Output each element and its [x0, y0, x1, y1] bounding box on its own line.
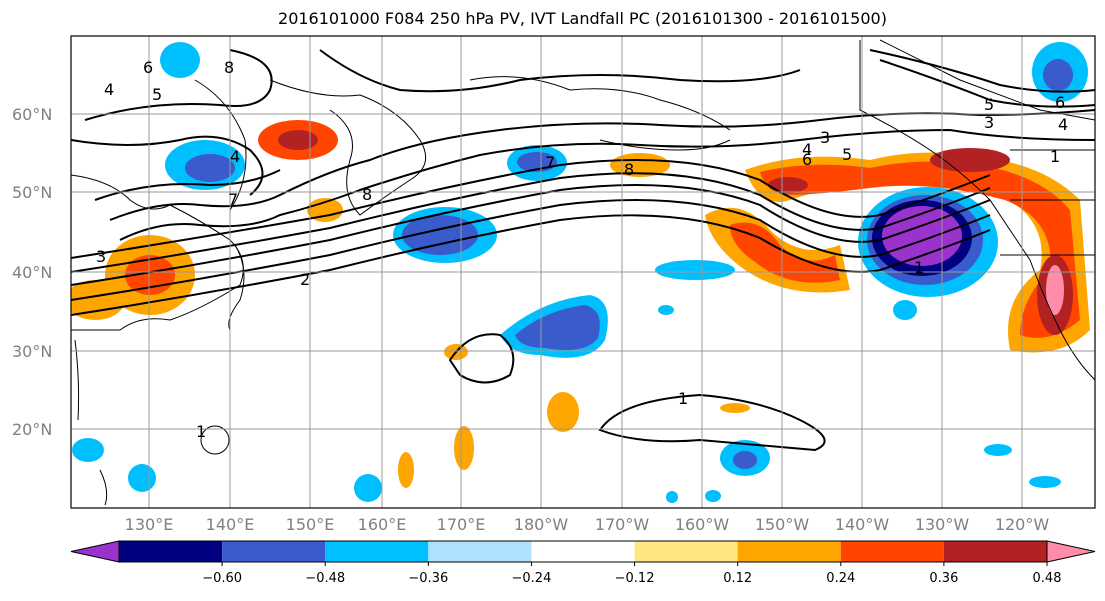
lon-label: 160°W: [675, 515, 730, 534]
negative-anomaly-blob: [733, 451, 757, 469]
negative-anomaly-blob: [515, 305, 600, 351]
colorbar-segment: [428, 541, 532, 562]
negative-anomaly-blob: [72, 438, 104, 462]
colorbar-segment: [325, 541, 429, 562]
lon-label: 150°W: [755, 515, 810, 534]
colorbar-tick-label: −0.12: [615, 571, 655, 586]
contour-label: 1: [196, 422, 206, 441]
negative-anomaly-blob: [1029, 476, 1061, 488]
colorbar-tick-label: 0.36: [929, 571, 958, 586]
contour-label: 6: [802, 150, 812, 169]
colorbar-tick-label: −0.24: [512, 571, 552, 586]
positive-anomaly-blob: [398, 452, 414, 488]
positive-anomaly-core: [768, 177, 808, 193]
lon-label: 130°E: [125, 515, 174, 534]
lon-label: 170°E: [437, 515, 486, 534]
negative-anomaly-blob: [185, 154, 235, 182]
contour-label: 7: [545, 153, 555, 172]
negative-anomaly-blob: [655, 260, 735, 280]
coastlines: [71, 39, 1095, 506]
colorbar-segment: [531, 541, 635, 562]
lon-label: 150°E: [286, 515, 335, 534]
contour-label: 4: [104, 80, 114, 99]
negative-anomaly-blob: [984, 444, 1012, 456]
negative-anomaly-blob: [893, 300, 917, 320]
positive-anomaly-blob: [610, 153, 670, 177]
lat-label: 20°N: [12, 420, 52, 439]
colorbar-tick-label: 0.48: [1033, 571, 1062, 586]
contour-label: 4: [230, 147, 240, 166]
contour-label: 8: [624, 160, 634, 179]
negative-anomaly-blob: [705, 490, 721, 502]
positive-anomaly-core: [1046, 265, 1064, 315]
positive-anomaly-blob: [278, 130, 318, 150]
lat-label: 40°N: [12, 263, 52, 282]
colorbar-segment: [222, 541, 326, 562]
lon-label: 120°W: [995, 515, 1050, 534]
positive-anomaly-blob: [547, 392, 579, 432]
map-panel: 4 5 6 8 7 8 4 2 3 4 3 6 5 8 7 1 5 3 4 1 …: [71, 36, 1095, 508]
colorbar-segment: [943, 541, 1047, 562]
colorbar-tick-label: 0.24: [826, 571, 855, 586]
colorbar-tick-label: −0.60: [202, 571, 242, 586]
negative-anomaly-blob: [128, 464, 156, 492]
colorbar-segment: [840, 541, 944, 562]
contour-label: 1: [1050, 147, 1060, 166]
contour-label: 3: [984, 113, 994, 132]
pv-contours: [71, 49, 1095, 452]
lat-label: 60°N: [12, 105, 52, 124]
contour-label: 5: [984, 95, 994, 114]
lon-label: 160°E: [358, 515, 407, 534]
contour-label: 6: [1055, 93, 1065, 112]
negative-anomaly-blob: [354, 474, 382, 502]
colorbar-tick-label: 0.12: [723, 571, 752, 586]
colorbar-segment: [634, 541, 738, 562]
negative-anomaly-blob: [658, 305, 674, 315]
colorbar-tick-label: −0.48: [305, 571, 345, 586]
lon-label: 130°W: [915, 515, 970, 534]
contour-label: 3: [96, 247, 106, 266]
contour-label: 7: [228, 190, 238, 209]
graticule: [71, 36, 1095, 508]
contour-label: 5: [842, 145, 852, 164]
contour-label: 1: [678, 389, 688, 408]
colorbar-extension-high: [1046, 540, 1096, 563]
colorbar-tick-label: −0.36: [408, 571, 448, 586]
contour-label: 4: [802, 140, 812, 159]
positive-anomaly-blob: [71, 280, 125, 320]
lon-label: 140°W: [835, 515, 890, 534]
contour-label: 8: [224, 58, 234, 77]
contour-label: 3: [820, 128, 830, 147]
lat-label: 50°N: [12, 183, 52, 202]
contour-label: 5: [152, 85, 162, 104]
map-frame: [70, 35, 1096, 509]
positive-anomaly-core: [930, 148, 1010, 172]
longitude-labels: 130°E 140°E 150°E 160°E 170°E 180°W 170°…: [125, 515, 1050, 534]
negative-anomaly-blob: [160, 42, 200, 78]
contour-label: 6: [143, 58, 153, 77]
colorbar-outline: [118, 540, 1048, 563]
contour-label: 8: [362, 185, 372, 204]
colorbar-extension-low: [70, 540, 120, 563]
negative-anomaly-blob: [1043, 59, 1073, 91]
colorbar: −0.60 −0.48 −0.36 −0.24 −0.12 0.12 0.24 0.36 0.4…: [70, 540, 1096, 586]
colorbar-segment: [119, 541, 223, 562]
contour-label: 2: [300, 270, 310, 289]
lon-label: 170°W: [595, 515, 650, 534]
contour-label: 4: [1058, 115, 1068, 134]
lon-label: 180°W: [514, 515, 569, 534]
colorbar-segment: [737, 541, 841, 562]
lon-label: 140°E: [206, 515, 255, 534]
lat-label: 30°N: [12, 342, 52, 361]
positive-anomaly-blob: [454, 426, 474, 470]
map-title: 2016101000 F084 250 hPa PV, IVT Landfall…: [278, 9, 887, 28]
contour-value-labels: 4 5 6 8 7 8 4 2 3 4 3 6 5 8 7 1 5 3 4 1 …: [96, 58, 1068, 441]
contour-label: 1: [914, 258, 924, 277]
positive-anomaly-blob: [720, 403, 750, 413]
latitude-labels: 60°N 50°N 40°N 30°N 20°N: [12, 105, 52, 439]
negative-anomaly-blob: [666, 491, 678, 503]
